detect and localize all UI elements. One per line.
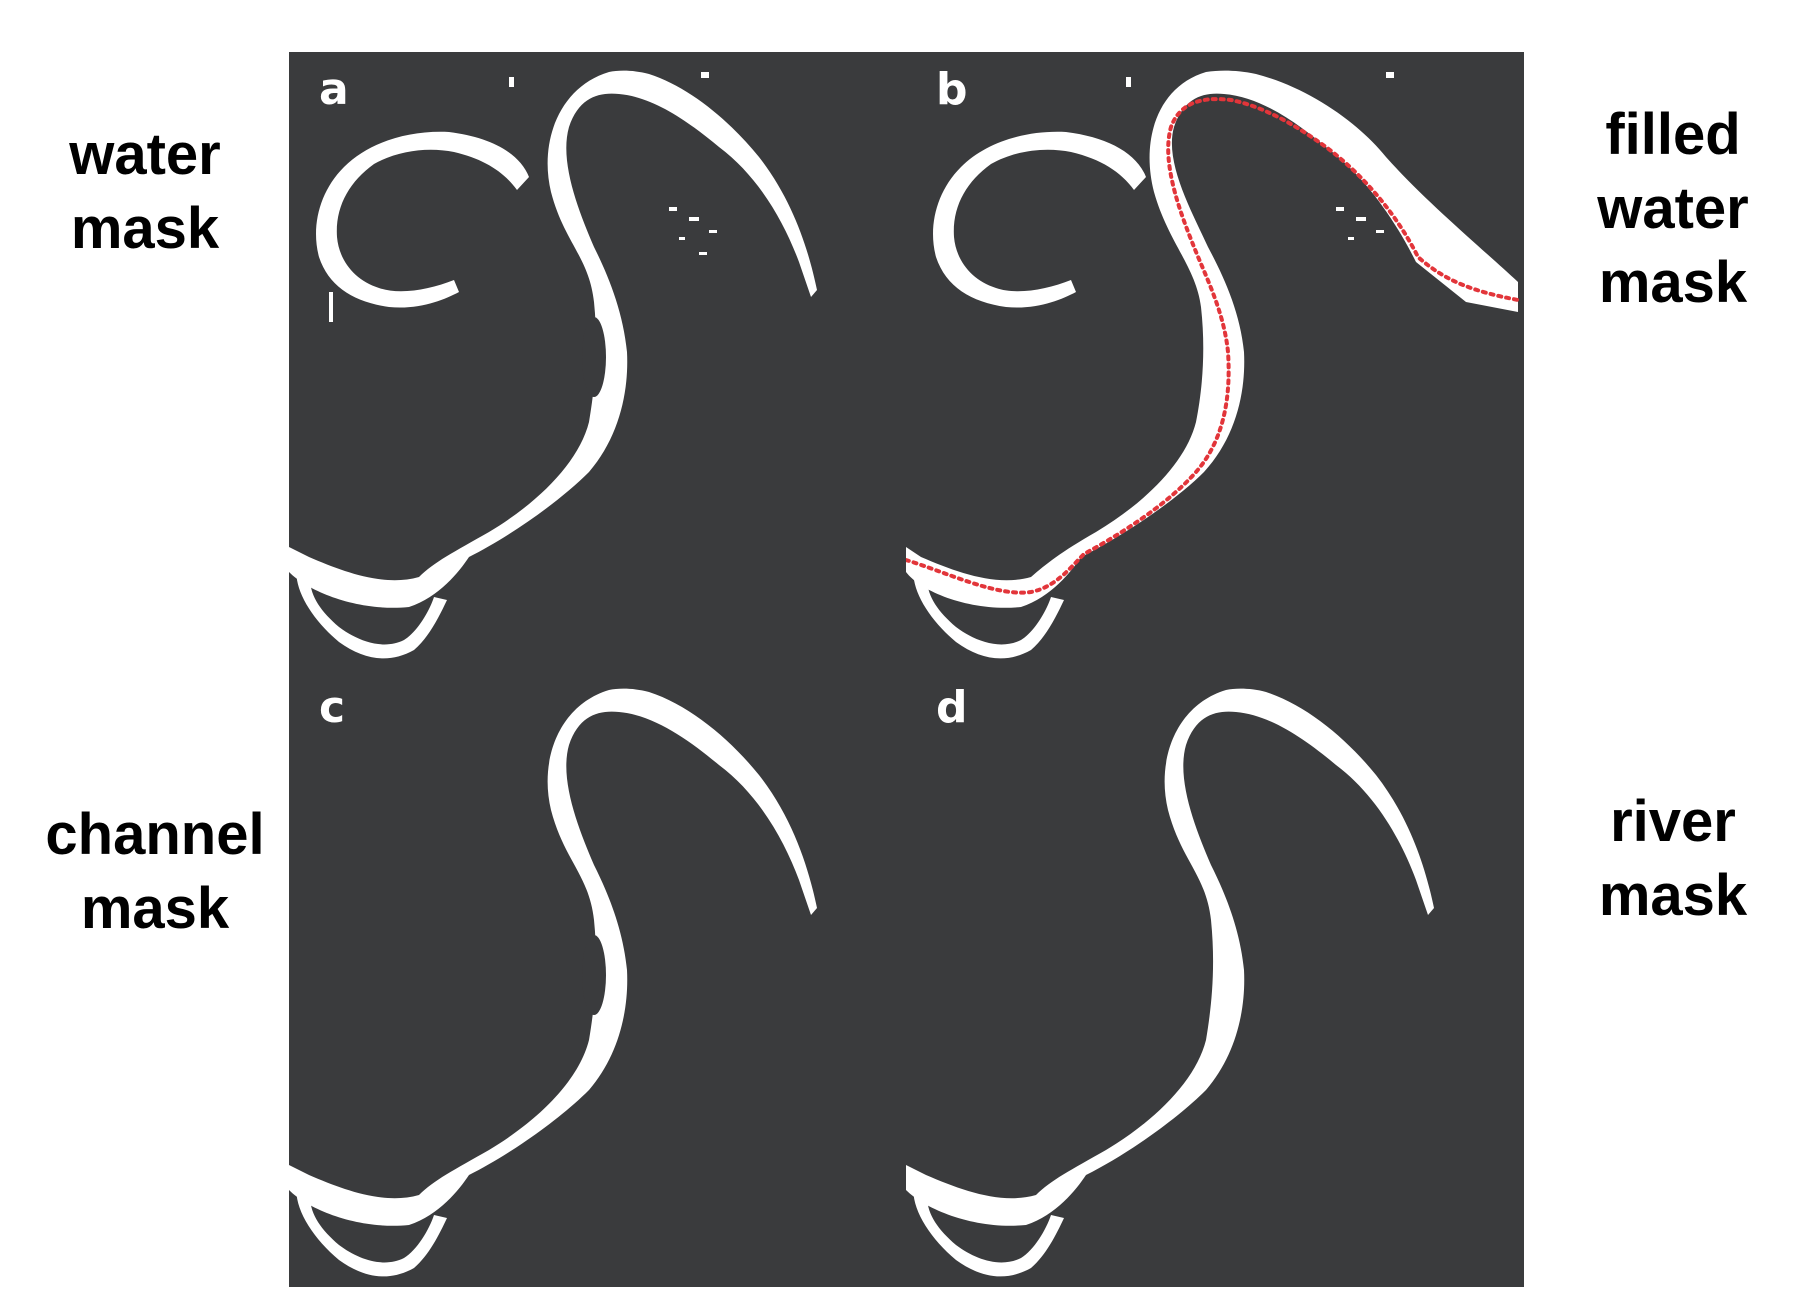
river-channel <box>289 70 817 608</box>
label-line: river <box>1610 789 1736 854</box>
panel-letter-d: d <box>936 682 968 733</box>
water-mask-image <box>289 70 817 659</box>
river-loop <box>913 1178 1064 1277</box>
river-mask-image <box>906 688 1434 1277</box>
river-loop <box>296 1178 447 1277</box>
label-line: filled <box>1605 102 1741 167</box>
panel-letter-b: b <box>936 64 968 115</box>
label-channel-mask: channel mask <box>10 798 300 946</box>
label-line: mask <box>1598 863 1748 928</box>
oxbow-lake <box>933 131 1146 308</box>
panel-river-mask: d <box>906 670 1524 1287</box>
label-line: water <box>1597 176 1749 241</box>
panel-letter-c: c <box>319 682 346 733</box>
filled-water-mask-image <box>906 70 1520 659</box>
centerline <box>906 97 1520 595</box>
label-filled-water-mask: filled water mask <box>1568 98 1778 320</box>
label-river-mask: river mask <box>1568 785 1778 933</box>
channel-mask-image <box>289 688 817 1277</box>
label-line: channel <box>45 802 265 867</box>
river-channel <box>906 70 1518 608</box>
river-loop <box>913 560 1064 659</box>
oxbow-lake <box>316 131 529 308</box>
label-line: mask <box>1598 250 1748 315</box>
panel-filled-water-mask: b <box>906 52 1524 670</box>
label-line: water <box>69 122 221 187</box>
panel-letter-a: a <box>319 64 349 115</box>
panel-water-mask: a <box>289 52 906 670</box>
label-water-mask: water mask <box>40 118 250 266</box>
label-line: mask <box>80 876 230 941</box>
river-channel <box>289 688 817 1226</box>
panel-channel-mask: c <box>289 670 906 1287</box>
label-line: mask <box>70 196 220 261</box>
river-channel <box>906 688 1434 1226</box>
river-loop <box>296 560 447 659</box>
